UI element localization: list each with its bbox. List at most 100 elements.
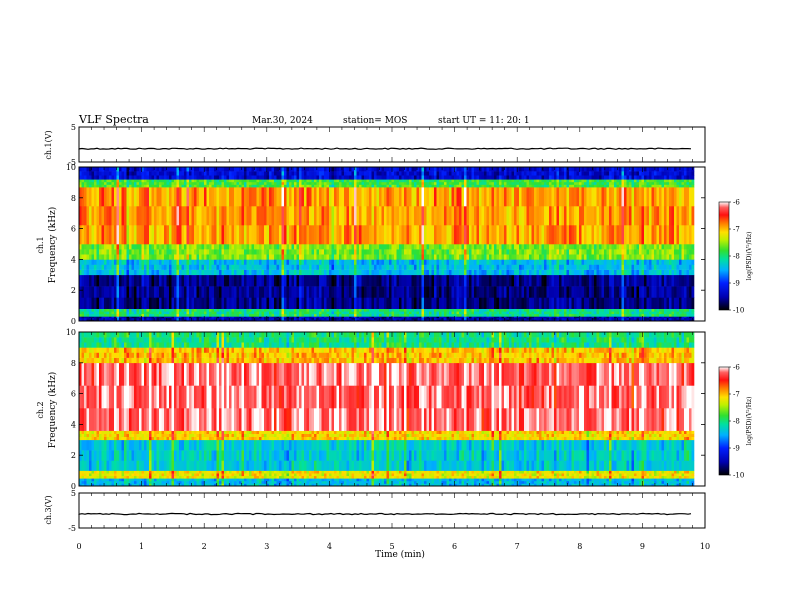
spectro-cell: [281, 254, 285, 260]
spectro-cell: [276, 244, 280, 250]
spectro-cell: [551, 244, 555, 250]
spectro-cell: [314, 184, 317, 188]
spectro-cell: [226, 308, 230, 312]
spectro-cell: [454, 319, 457, 322]
spectro-cell: [381, 184, 385, 188]
spectro-cell: [301, 206, 305, 226]
spectro-cell: [306, 319, 310, 322]
spectro-cell: [406, 225, 410, 245]
spectro-cell: [561, 244, 565, 250]
spectro-cell: [256, 225, 260, 245]
spectro-cell: [91, 167, 95, 172]
spectro-cell: [171, 313, 175, 317]
spectro-cell: [281, 167, 285, 172]
spectro-cell: [444, 274, 447, 287]
spectro-cell: [211, 184, 215, 188]
spectro-cell: [379, 175, 382, 180]
spectro-cell: [214, 319, 217, 322]
spectro-cell: [319, 313, 322, 317]
spectro-cell: [421, 313, 425, 317]
spectro-cell: [274, 249, 277, 255]
spectro-cell: [196, 317, 200, 320]
spectro-cell: [504, 225, 507, 245]
spectro-cell: [499, 167, 502, 172]
spectro-cell: [266, 175, 270, 180]
spectro-cell: [456, 179, 460, 183]
spectro-cell: [411, 225, 415, 245]
spectro-cell: [124, 167, 127, 172]
spectro-cell: [359, 254, 362, 260]
spectro-cell: [421, 316, 425, 319]
spectro-cell: [319, 184, 322, 188]
spectro-cell: [186, 175, 190, 180]
spectro-cell: [469, 225, 472, 245]
spectro-cell: [96, 264, 100, 270]
spectro-cell: [226, 181, 230, 185]
spectro-cell: [449, 254, 452, 260]
spectro-cell: [244, 175, 247, 180]
spectro-cell: [246, 316, 250, 319]
spectro-cell: [259, 269, 262, 276]
spectro-cell: [234, 179, 237, 183]
spectro-cell: [294, 175, 297, 180]
spectro-cell: [494, 313, 497, 317]
spectro-cell: [129, 254, 132, 260]
spectro-cell: [466, 254, 470, 260]
spectro-cell: [89, 308, 92, 312]
spectro-cell: [394, 308, 397, 312]
spectro-cell: [186, 319, 190, 322]
spectro-cell: [189, 264, 192, 270]
spectro-cell: [151, 244, 155, 250]
spectro-cell: [294, 317, 297, 320]
spectro-cell: [181, 297, 185, 309]
spectro-cell: [469, 264, 472, 270]
spectro-cell: [361, 249, 365, 255]
spectro-cell: [269, 181, 272, 185]
spectro-cell: [276, 184, 280, 188]
spectro-cell: [379, 264, 382, 270]
spectro-cell: [436, 249, 440, 255]
spectro-cell: [571, 269, 575, 276]
spectro-cell: [271, 269, 275, 276]
spectro-cell: [431, 259, 435, 265]
spectro-cell: [379, 286, 382, 298]
spectro-cell: [434, 244, 437, 250]
spectro-cell: [186, 244, 190, 250]
spectro-cell: [339, 319, 342, 322]
spectro-cell: [426, 297, 430, 309]
spectro-cell: [436, 244, 440, 250]
spectro-cell: [229, 313, 232, 317]
spectro-cell: [271, 225, 275, 245]
spectro-cell: [234, 184, 237, 188]
spectro-cell: [141, 297, 145, 309]
spectro-cell: [221, 181, 225, 185]
spectro-cell: [569, 297, 572, 309]
spectro-cell: [316, 167, 320, 172]
spectro-cell: [424, 254, 427, 260]
spectro-cell: [279, 254, 282, 260]
spectro-cell: [301, 259, 305, 265]
spectro-cell: [556, 308, 560, 312]
spectro-cell: [319, 311, 322, 315]
spectro-cell: [341, 181, 345, 185]
spectro-cell: [314, 264, 317, 270]
spectro-cell: [414, 175, 417, 180]
spectro-cell: [94, 206, 97, 226]
spectro-cell: [459, 181, 462, 185]
spectro-cell: [286, 254, 290, 260]
spectro-cell: [139, 184, 142, 188]
spectro-cell: [116, 184, 120, 188]
spectro-cell: [386, 206, 390, 226]
spectro-cell: [221, 184, 225, 188]
spectro-cell: [259, 206, 262, 226]
spectro-cell: [329, 206, 332, 226]
spectro-cell: [261, 184, 265, 188]
spectro-cell: [484, 311, 487, 315]
spectro-cell: [461, 181, 465, 185]
spectro-cell: [486, 311, 490, 315]
spectro-cell: [499, 319, 502, 322]
spectro-cell: [474, 187, 477, 207]
spectro-cell: [501, 269, 505, 276]
spectro-cell: [546, 206, 550, 226]
spectro-cell: [121, 249, 125, 255]
